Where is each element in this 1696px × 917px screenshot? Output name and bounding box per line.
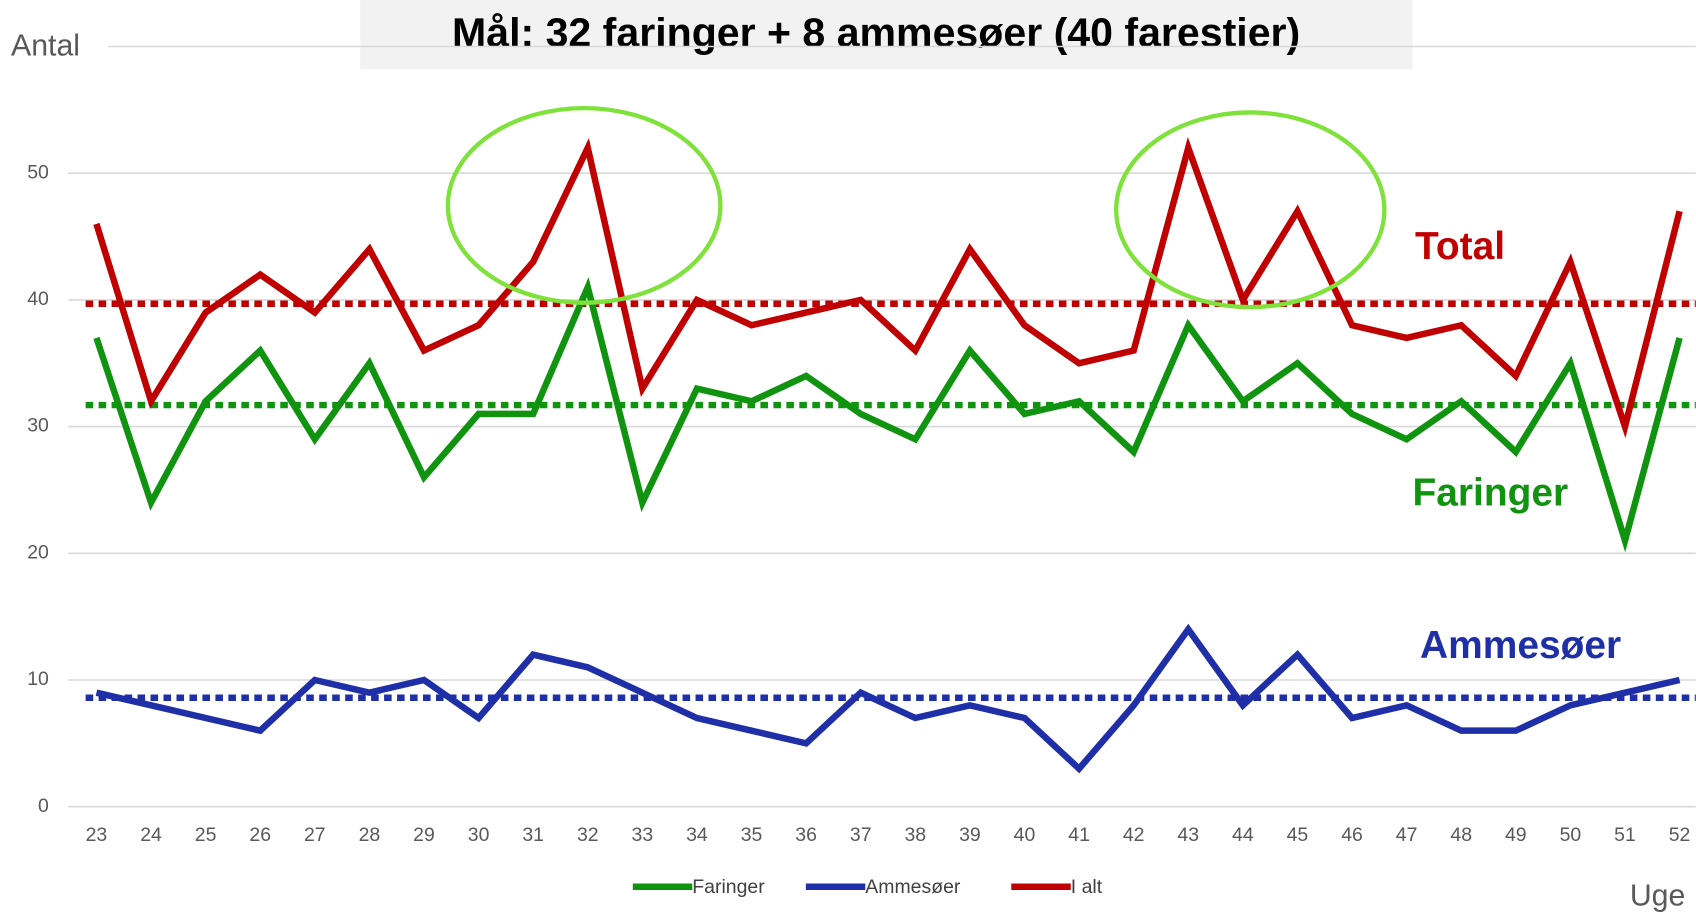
x-tick-label: 33 (632, 824, 654, 846)
annotation: Ammesøer (1420, 624, 1621, 667)
title-box (360, 0, 1413, 70)
x-tick-label: 43 (1177, 824, 1199, 846)
series-line (93, 277, 1683, 553)
highlight-ellipse (1114, 110, 1387, 310)
x-tick-label: 45 (1287, 824, 1309, 846)
x-tick-label: 30 (468, 824, 490, 846)
x-tick-label: 50 (1560, 824, 1582, 846)
x-tick-label: 29 (413, 824, 435, 846)
x-tick-label: 39 (959, 824, 981, 846)
series-line (93, 137, 1683, 439)
y-axis-label: Antal (11, 30, 80, 63)
legend-label: Faringer (692, 876, 765, 898)
legend-item: Faringer (632, 876, 765, 898)
highlight-ellipse (445, 105, 723, 305)
x-tick-label: 31 (522, 824, 544, 846)
x-tick-label: 23 (86, 824, 108, 846)
y-tick-label: 50 (27, 161, 49, 183)
y-tick-label: 0 (38, 795, 49, 817)
legend-item: I alt (1011, 876, 1103, 898)
x-tick-label: 49 (1505, 824, 1527, 846)
x-tick-label: 48 (1450, 824, 1472, 846)
x-tick-label: 24 (140, 824, 162, 846)
x-tick-label: 42 (1123, 824, 1145, 846)
x-tick-label: 44 (1232, 824, 1254, 846)
x-tick-label: 27 (304, 824, 326, 846)
x-tick-label: 35 (741, 824, 763, 846)
x-tick-label: 28 (359, 824, 381, 846)
legend-item: Ammesøer (805, 876, 961, 898)
x-tick-label: 32 (577, 824, 599, 846)
x-tick-label: 26 (249, 824, 271, 846)
y-tick-label: 40 (27, 288, 49, 310)
x-tick-label: 52 (1669, 824, 1691, 846)
chart-title: Mål: 32 faringer + 8 ammesøer (40 farest… (452, 10, 1300, 56)
annotation: Faringer (1412, 472, 1568, 515)
legend-label: I alt (1071, 876, 1103, 898)
y-tick-label: 10 (27, 668, 49, 690)
x-tick-label: 37 (850, 824, 872, 846)
x-tick-label: 25 (195, 824, 217, 846)
x-tick-label: 41 (1068, 824, 1090, 846)
x-tick-label: 38 (904, 824, 926, 846)
x-tick-label: 34 (686, 824, 708, 846)
legend-label: Ammesøer (865, 876, 961, 898)
x-axis-label: Uge (1630, 880, 1686, 913)
x-tick-label: 46 (1341, 824, 1363, 846)
y-tick-label: 30 (27, 415, 49, 437)
y-tick-label: 20 (27, 541, 49, 563)
x-tick-label: 36 (795, 824, 817, 846)
x-tick-label: 40 (1014, 824, 1036, 846)
series-line (95, 623, 1681, 774)
x-tick-label: 51 (1614, 824, 1636, 846)
x-tick-label: 47 (1396, 824, 1418, 846)
annotation: Total (1415, 225, 1505, 268)
